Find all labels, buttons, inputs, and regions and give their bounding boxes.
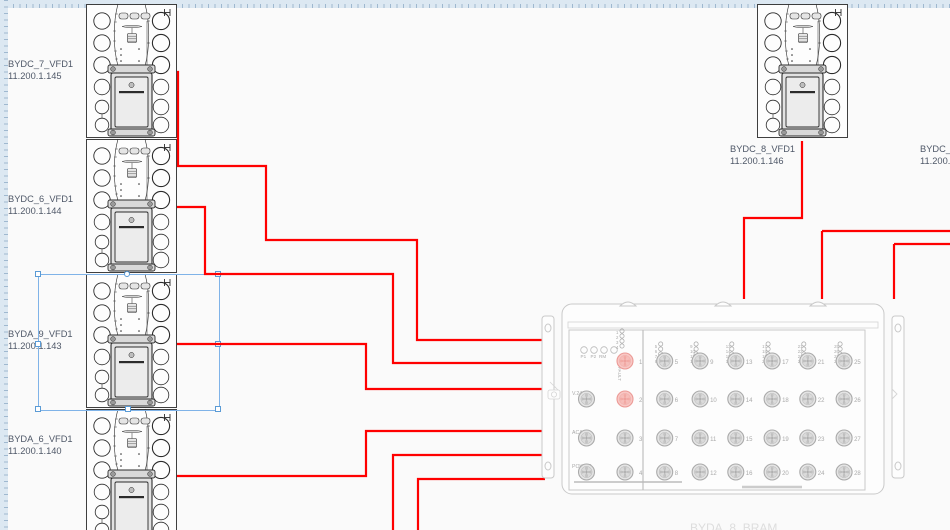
svg-text:FAULT: FAULT — [617, 367, 622, 381]
svg-text:10: 10 — [710, 398, 717, 404]
svg-text:26: 26 — [854, 398, 861, 404]
svg-text:25: 25 — [854, 360, 861, 366]
svg-text:27: 27 — [854, 437, 861, 443]
svg-text:28: 28 — [854, 471, 861, 477]
svg-text:22: 22 — [818, 398, 825, 404]
svg-text:24: 24 — [818, 471, 825, 477]
svg-text:18: 18 — [782, 398, 789, 404]
svg-text:14: 14 — [746, 398, 753, 404]
svg-text:15: 15 — [746, 437, 753, 443]
svg-text:12: 12 — [710, 471, 717, 477]
svg-text:21: 21 — [818, 360, 825, 366]
svg-text:23: 23 — [818, 437, 825, 443]
svg-text:19: 19 — [782, 437, 789, 443]
svg-text:RM: RM — [599, 354, 606, 359]
svg-text:P2: P2 — [591, 354, 597, 359]
svg-text:11: 11 — [710, 437, 717, 443]
svg-text:P1: P1 — [581, 354, 587, 359]
svg-text:16: 16 — [746, 471, 753, 477]
svg-text:17: 17 — [782, 360, 789, 366]
svg-text:13: 13 — [746, 360, 753, 366]
svg-text:20: 20 — [782, 471, 789, 477]
